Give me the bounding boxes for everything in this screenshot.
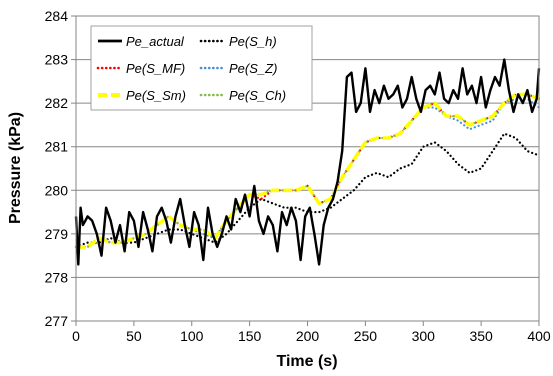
- x-tick-label: 150: [238, 328, 262, 344]
- x-tick-label: 400: [527, 328, 551, 344]
- legend-label: Pe_actual: [126, 34, 185, 49]
- y-tick-label: 282: [45, 95, 69, 111]
- legend-label: Pe(S_Z): [229, 61, 277, 76]
- x-tick-label: 50: [126, 328, 142, 344]
- legend-label: Pe(S_MF): [126, 61, 185, 76]
- series-lines: [74, 58, 541, 266]
- x-tick-label: 250: [354, 328, 378, 344]
- x-tick-label: 300: [412, 328, 436, 344]
- legend-label: Pe(S_Sm): [126, 88, 186, 103]
- x-tick-label: 200: [296, 328, 320, 344]
- y-tick-label: 280: [45, 182, 69, 198]
- series-line-pe-actual: [74, 58, 541, 266]
- legend-label: Pe(S_Ch): [229, 88, 286, 103]
- x-tick-label: 0: [72, 328, 80, 344]
- y-tick-label: 284: [45, 8, 69, 24]
- x-axis-title: Time (s): [276, 353, 337, 370]
- legend: Pe_actual Pe(S_h) Pe(S_MF) Pe(S_Z) Pe(S_Sm) P…: [90, 25, 313, 111]
- y-tick-label: 278: [45, 269, 69, 285]
- y-tick-label: 281: [45, 139, 69, 155]
- y-tick-label: 277: [45, 313, 69, 329]
- y-tick-label: 279: [45, 226, 69, 242]
- x-tick-label: 350: [469, 328, 493, 344]
- y-tick-label: 283: [45, 52, 69, 68]
- legend-label: Pe(S_h): [229, 34, 277, 49]
- series-line-pe-s-sm: [76, 92, 540, 249]
- y-axis-title: Pressure (kPa): [7, 112, 24, 224]
- tick-labels: 277 278 279 280 281 282 283 284 0 50 100 150 200 250 3…: [45, 8, 551, 344]
- x-tick-label: 100: [180, 328, 204, 344]
